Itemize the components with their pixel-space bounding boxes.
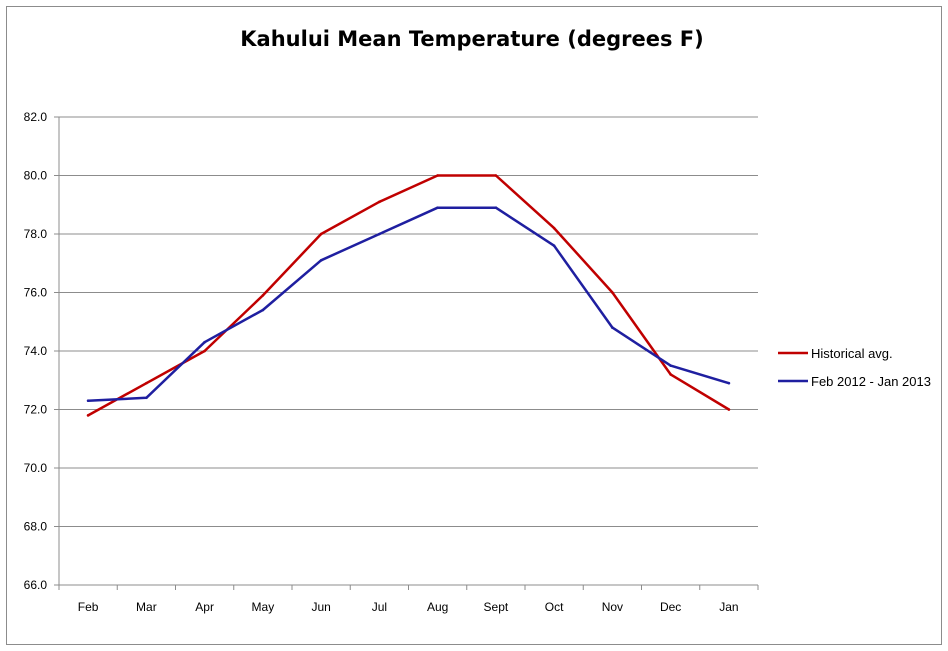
series-line-2 <box>86 206 731 402</box>
x-tick-label: Nov <box>602 600 623 614</box>
data-point <box>145 381 148 385</box>
legend-label: Feb 2012 - Jan 2013 <box>811 374 931 389</box>
data-point <box>552 244 556 247</box>
data-point <box>436 174 439 177</box>
data-point <box>611 291 614 294</box>
data-point <box>669 364 672 367</box>
data-point <box>261 308 265 312</box>
gridlines <box>59 116 758 527</box>
y-tick-label: 80.0 <box>24 169 48 183</box>
x-tick-label: Jul <box>372 600 387 614</box>
data-point <box>494 174 498 177</box>
data-point <box>261 294 265 297</box>
x-tick-label: Sept <box>484 600 509 614</box>
data-point <box>319 259 323 262</box>
data-point <box>611 326 614 329</box>
y-tick-label: 82.0 <box>24 110 48 124</box>
data-point <box>436 206 439 209</box>
data-point <box>86 414 90 417</box>
data-point <box>552 226 556 230</box>
x-tick-label: Oct <box>545 600 564 614</box>
y-tick-label: 78.0 <box>24 227 48 241</box>
x-tick-label: Dec <box>660 600 681 614</box>
x-tick-label: May <box>252 600 275 614</box>
y-tick-label: 70.0 <box>24 461 48 475</box>
y-tick-label: 72.0 <box>24 403 48 417</box>
axes: 66.0 68.0 70.0 72.0 74.0 76.0 78.0 80.0 82.0 Feb M… <box>24 110 759 614</box>
data-point <box>669 373 672 376</box>
legend-label: Historical avg. <box>811 346 893 361</box>
series-lines <box>86 174 731 417</box>
x-tick-label: Aug <box>427 600 448 614</box>
x-tick-label: Apr <box>195 600 214 614</box>
data-point <box>86 399 90 403</box>
legend: Historical avg. Feb 2012 - Jan 2013 <box>778 346 931 389</box>
y-tick-label: 74.0 <box>24 344 48 358</box>
data-point <box>727 381 731 385</box>
data-point <box>494 206 498 209</box>
data-point <box>319 232 323 236</box>
data-point <box>378 200 381 204</box>
chart-title: Kahului Mean Temperature (degrees F) <box>240 27 703 51</box>
y-tick-label: 66.0 <box>24 578 48 592</box>
x-tick-label: Jun <box>311 600 330 614</box>
data-point <box>378 232 381 236</box>
data-point <box>203 349 206 353</box>
x-tick-label: Mar <box>136 600 157 614</box>
x-tick-label: Feb <box>78 600 99 614</box>
data-point <box>727 408 731 411</box>
x-tick-label: Jan <box>719 600 738 614</box>
y-tick-label: 76.0 <box>24 286 48 300</box>
chart-frame <box>6 6 942 645</box>
series-line-1 <box>86 174 731 417</box>
data-point <box>203 340 206 344</box>
data-point <box>145 396 148 400</box>
y-tick-label: 68.0 <box>24 520 48 534</box>
